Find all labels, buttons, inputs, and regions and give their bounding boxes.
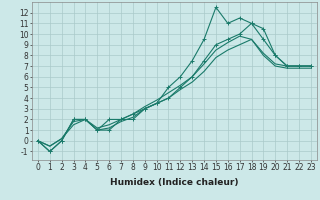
- X-axis label: Humidex (Indice chaleur): Humidex (Indice chaleur): [110, 178, 239, 187]
